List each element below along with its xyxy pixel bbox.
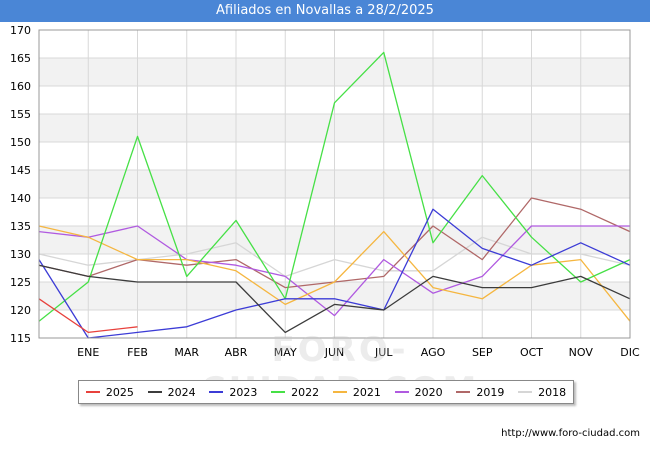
series-line-2024 xyxy=(38,264,631,334)
y-tick-label: 155 xyxy=(10,108,31,121)
legend-swatch xyxy=(456,391,471,393)
y-tick-label: 165 xyxy=(10,52,31,65)
x-tick-labels: ENE FEB MAR ABR MAY JUN JUL AGO SEP OCT NOV DIC xyxy=(77,346,640,359)
legend-item-2019: 2019 xyxy=(456,386,504,399)
legend-item-2025: 2025 xyxy=(85,385,134,399)
y-tick-label: 140 xyxy=(10,192,31,205)
y-tick-label: 150 xyxy=(10,136,31,149)
chart-title: Afiliados en Novallas a 28/2/2025 xyxy=(0,0,650,22)
legend-swatch xyxy=(85,391,100,393)
axes xyxy=(38,29,631,339)
legend-label: 2024 xyxy=(167,385,196,399)
series-line-2022 xyxy=(38,51,631,322)
x-tick-label: OCT xyxy=(520,346,543,359)
x-tick-label: NOV xyxy=(569,346,594,359)
legend-item-2018: 2018 xyxy=(518,386,566,399)
y-tick-label: 115 xyxy=(10,332,31,345)
legend-label: 2021 xyxy=(352,385,381,399)
legend-label: 2019 xyxy=(476,385,505,399)
y-tick-label: 130 xyxy=(10,248,31,261)
legend-label: 2022 xyxy=(291,385,320,399)
y-tick-label: 120 xyxy=(10,304,31,317)
legend-item-2020: 2020 xyxy=(394,385,443,399)
plot-frame xyxy=(38,29,631,339)
x-tick-label: MAY xyxy=(274,346,297,359)
legend: 2025 2024 2023 2022 2021 2020 2019 2018 xyxy=(78,380,574,404)
legend-swatch xyxy=(209,391,224,393)
legend-label: 2025 xyxy=(105,385,134,399)
legend-swatch xyxy=(518,391,533,393)
legend-label: 2020 xyxy=(414,385,443,399)
x-tick-label: FEB xyxy=(127,346,148,359)
y-tick-label: 170 xyxy=(10,24,31,37)
x-tick-label: JUL xyxy=(374,346,393,359)
legend-swatch xyxy=(394,391,409,393)
x-tick-label: ENE xyxy=(77,346,99,359)
legend-swatch xyxy=(147,391,162,393)
y-tick-label: 145 xyxy=(10,164,31,177)
x-tick-label: JUN xyxy=(324,346,345,359)
y-tick-label: 160 xyxy=(10,80,31,93)
legend-item-2021: 2021 xyxy=(332,385,381,399)
x-tick-label: ABR xyxy=(225,346,248,359)
series-line-2025 xyxy=(38,298,138,334)
legend-label: 2018 xyxy=(538,385,567,399)
footer-url[interactable]: http://www.foro-ciudad.com xyxy=(501,428,640,439)
x-tick-label: DIC xyxy=(620,346,640,359)
y-tick-label: 125 xyxy=(10,276,31,289)
series-layer xyxy=(38,51,631,339)
legend-item-2023: 2023 xyxy=(209,386,257,399)
legend-swatch xyxy=(332,391,347,393)
y-tick-labels: 115 120 125 130 135 140 145 150 155 160 165 170 xyxy=(10,24,31,345)
y-tick-label: 135 xyxy=(10,220,31,233)
x-tick-label: MAR xyxy=(174,346,199,359)
series-line-2023 xyxy=(38,208,631,339)
x-tick-label: AGO xyxy=(421,346,446,359)
legend-label: 2023 xyxy=(229,385,258,399)
legend-item-2022: 2022 xyxy=(271,386,319,399)
legend-item-2024: 2024 xyxy=(147,385,196,399)
series-line-2020 xyxy=(38,225,630,317)
legend-swatch xyxy=(271,391,286,393)
x-tick-label: SEP xyxy=(472,346,493,359)
